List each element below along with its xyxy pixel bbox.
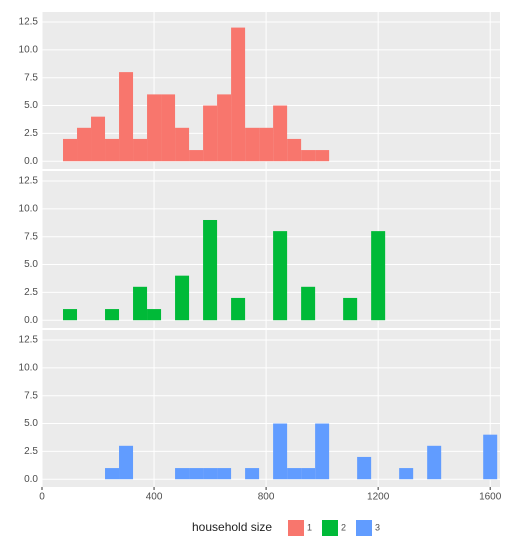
bar [231, 297, 246, 321]
legend-label: 3 [375, 522, 380, 532]
bar [175, 275, 190, 321]
bar [175, 127, 190, 162]
y-tick-label: 12.5 [19, 335, 39, 346]
bar [399, 468, 414, 480]
bar [105, 309, 120, 321]
legend-swatch [322, 520, 338, 536]
bar [301, 286, 316, 321]
bar [273, 105, 288, 162]
y-tick-label: 10.0 [19, 362, 39, 373]
y-tick-label: 2.5 [24, 446, 38, 457]
bar [91, 116, 106, 162]
x-tick-label: 400 [146, 492, 163, 503]
y-tick-label: 7.5 [24, 390, 38, 401]
y-tick-label: 10.0 [19, 203, 39, 214]
y-tick-label: 12.5 [19, 176, 39, 187]
bar [273, 231, 288, 321]
bar [287, 468, 302, 480]
x-tick-label: 1600 [479, 492, 502, 503]
bar [483, 434, 498, 480]
bar [77, 127, 92, 162]
y-tick-label: 5.0 [24, 418, 38, 429]
bar [273, 423, 288, 480]
bar [161, 94, 176, 162]
y-tick-label: 7.5 [24, 231, 38, 242]
bar [147, 94, 162, 162]
bar [259, 127, 274, 162]
y-tick-label: 2.5 [24, 128, 38, 139]
bar [301, 468, 316, 480]
bar [357, 456, 372, 480]
bar [105, 468, 120, 480]
bar [203, 219, 218, 321]
bar [371, 231, 386, 321]
y-tick-label: 10.0 [19, 44, 39, 55]
y-tick-label: 2.5 [24, 287, 38, 298]
bar [133, 286, 148, 321]
bar [343, 297, 358, 321]
x-tick-label: 800 [258, 492, 275, 503]
bar [301, 150, 316, 162]
bar [315, 150, 330, 162]
bar [189, 468, 204, 480]
bar [119, 72, 134, 162]
bar [175, 468, 190, 480]
bar [147, 309, 162, 321]
bar [287, 138, 302, 162]
bar [63, 138, 78, 162]
legend-swatch [356, 520, 372, 536]
legend-label: 2 [341, 522, 346, 532]
bar [203, 105, 218, 162]
y-tick-label: 0.0 [24, 474, 38, 485]
y-tick-label: 7.5 [24, 72, 38, 83]
bar [231, 27, 246, 162]
bar [427, 445, 442, 480]
bar [203, 468, 218, 480]
y-tick-label: 0.0 [24, 315, 38, 326]
legend-label: 1 [307, 522, 312, 532]
x-tick-label: 0 [39, 492, 45, 503]
panel-background [42, 171, 500, 328]
bar [189, 150, 204, 162]
x-tick-label: 1200 [367, 492, 390, 503]
bar [245, 468, 260, 480]
y-tick-label: 12.5 [19, 17, 39, 28]
bar [63, 309, 78, 321]
y-tick-label: 5.0 [24, 259, 38, 270]
legend-swatch [288, 520, 304, 536]
panel-background [42, 330, 500, 487]
bar [133, 138, 148, 162]
legend-title: household size [192, 520, 272, 534]
bar [119, 445, 134, 480]
bar [105, 138, 120, 162]
bar [315, 423, 330, 480]
y-tick-label: 0.0 [24, 156, 38, 167]
bar [217, 94, 232, 162]
bar [217, 468, 232, 480]
bar [245, 127, 260, 162]
y-tick-label: 5.0 [24, 100, 38, 111]
